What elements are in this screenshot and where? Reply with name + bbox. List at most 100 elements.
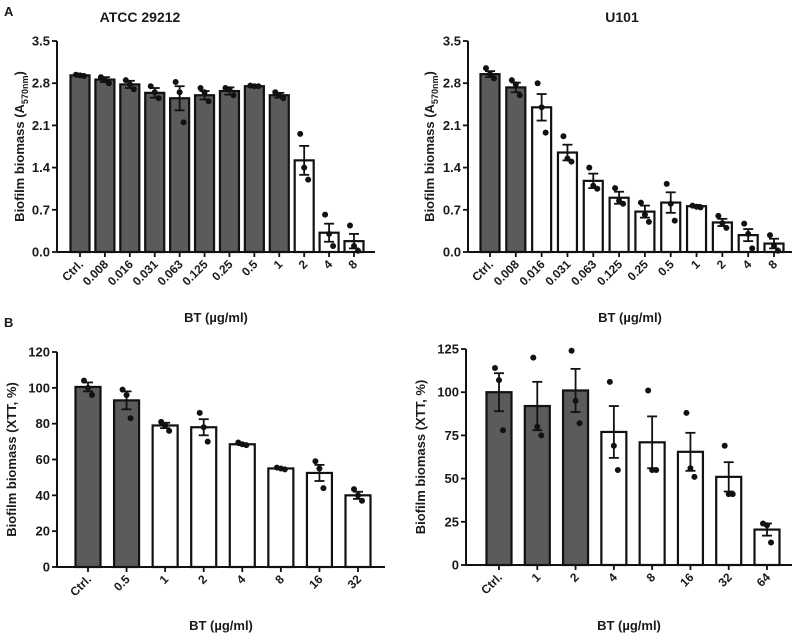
data-point (508, 77, 515, 84)
data-point (764, 522, 770, 529)
x-tick-label: 64 (754, 570, 774, 590)
x-tick-label: 32 (345, 572, 365, 592)
data-point (230, 92, 237, 99)
data-point (172, 78, 179, 85)
x-tick-label: 0.063 (155, 257, 186, 288)
bar (582, 179, 604, 254)
bar (193, 94, 216, 254)
data-point (745, 230, 752, 237)
data-point (576, 420, 583, 427)
bar (228, 443, 256, 569)
data-point (85, 384, 91, 391)
y-axis-label-main: Biofilm biomass (A (422, 103, 437, 221)
x-tick-label: 0.031 (130, 257, 161, 288)
y-axis-label: Biofilm biomass (XTT, %) (4, 382, 19, 537)
data-point (123, 392, 130, 398)
bar (94, 78, 116, 254)
bar (523, 404, 551, 567)
data-point (586, 164, 593, 171)
y-axis-label-main: Biofilm biomass (XTT, %) (4, 382, 19, 537)
bar (685, 205, 708, 254)
y-axis-label-end: ) (422, 71, 437, 75)
y-tick-label: 0.7 (443, 202, 461, 217)
y-tick-label: 80 (36, 416, 50, 431)
data-point (663, 180, 670, 187)
panel-label-b: B (4, 315, 13, 330)
panel-label-a: A (4, 4, 14, 19)
y-tick-label: 1.4 (32, 160, 51, 175)
data-point (297, 130, 304, 137)
data-point (81, 377, 87, 384)
y-tick-label: 2.8 (32, 76, 50, 91)
y-axis-label: Biofilm biomass (A570nm) (12, 71, 30, 222)
data-point (320, 485, 327, 492)
x-tick-label: 1 (157, 572, 172, 587)
x-tick-label: 0.5 (111, 572, 133, 594)
data-point (683, 409, 690, 416)
x-tick-label: 0.125 (594, 257, 625, 288)
data-point (483, 65, 489, 72)
data-point (355, 492, 361, 499)
data-point (534, 80, 541, 87)
data-point (158, 418, 165, 425)
data-point (620, 200, 627, 207)
data-point (351, 486, 357, 493)
data-point (767, 232, 773, 239)
data-point (487, 71, 493, 78)
bar (485, 391, 513, 567)
data-point (326, 230, 333, 237)
x-tick-label: 4 (234, 572, 249, 587)
x-tick-label: 8 (644, 570, 659, 585)
data-point (729, 491, 736, 498)
data-point (614, 466, 621, 473)
x-tick-label: 1 (271, 257, 286, 272)
bar (600, 430, 628, 567)
data-point (119, 386, 126, 393)
x-tick-label: 8 (765, 257, 780, 272)
x-tick-label: Ctrl. (478, 570, 505, 597)
bar (74, 385, 102, 569)
data-point (516, 92, 523, 99)
y-tick-label: 1.4 (443, 160, 462, 175)
bar (344, 494, 372, 569)
bar (151, 424, 179, 569)
data-point (749, 245, 756, 252)
data-point (176, 89, 183, 96)
x-tick-label: 16 (306, 572, 326, 592)
data-point (771, 242, 777, 249)
y-axis-label-main: Biofilm biomass (A (12, 103, 27, 221)
bar (119, 83, 141, 254)
bar (190, 426, 218, 569)
bar (561, 389, 590, 567)
x-tick-label: Ctrl. (67, 572, 94, 599)
data-point (512, 81, 519, 88)
data-point (491, 75, 497, 82)
y-tick-label: 75 (445, 428, 459, 443)
x-tick-label: 0.25 (209, 257, 236, 284)
data-point (691, 473, 698, 480)
x-tick-label: 0.008 (491, 257, 522, 288)
data-point (180, 119, 187, 126)
y-tick-label: 3.5 (32, 34, 50, 49)
y-tick-label: 0.0 (443, 245, 461, 260)
data-point (122, 77, 129, 84)
data-point (560, 133, 567, 140)
y-tick-label: 100 (28, 380, 50, 395)
data-point (637, 199, 644, 206)
data-point (205, 98, 212, 105)
bar (268, 94, 290, 254)
data-point (568, 347, 575, 354)
x-tick-label: 2 (296, 257, 311, 272)
data-point (610, 442, 617, 449)
data-point (653, 466, 660, 473)
y-tick-label: 0 (452, 558, 459, 573)
data-point (151, 89, 158, 96)
x-tick-label: 0.5 (239, 257, 261, 279)
data-point (492, 365, 498, 372)
data-point (347, 222, 353, 229)
data-point (719, 220, 726, 227)
bar (556, 151, 579, 254)
bar (608, 196, 630, 254)
x-tick-label: 0.5 (655, 257, 677, 279)
